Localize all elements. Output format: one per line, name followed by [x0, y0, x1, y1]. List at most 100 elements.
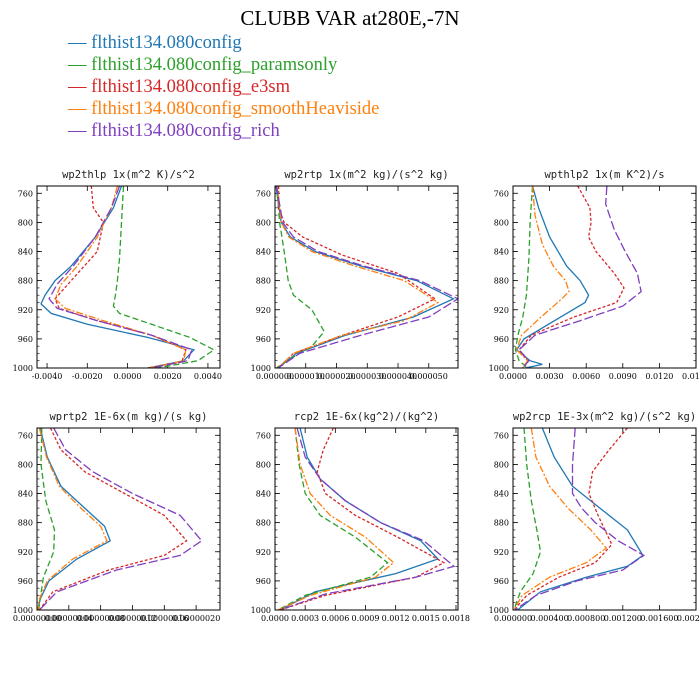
series-line	[276, 186, 440, 368]
y-tick-label: 1000	[13, 606, 33, 615]
y-tick-label: 880	[256, 519, 271, 528]
panel-title: rcp2 1E-6x(kg^2)/(kg^2)	[294, 411, 439, 423]
legend-item: — flthist134.080config_paramsonly	[68, 54, 379, 76]
series-line	[54, 186, 187, 368]
legend-dash-icon: —	[68, 33, 92, 53]
panel-title: wprtp2 1E-6x(m kg)/(s kg)	[49, 411, 207, 423]
x-tick-label: 0.001600	[640, 614, 678, 623]
series-line	[38, 428, 203, 610]
legend-label: flthist134.080config_e3sm	[91, 77, 290, 97]
panel-rcp2: rcp2 1E-6x(kg^2)/(kg^2) 760 800 840 880 920 96…	[251, 411, 470, 623]
panel-wprtp2: wprtp2 1E-6x(m kg)/(s kg) 760 800 840 880 920…	[13, 411, 221, 623]
x-tick-label: 0.0006	[321, 614, 349, 623]
y-tick-label: 840	[18, 490, 33, 499]
plot-frame	[274, 185, 459, 369]
panel-title: wp2rtp 1x(m^2 kg)/(s^2 kg)	[284, 169, 448, 181]
panel-wp2rcp: wp2rcp 1E-3x(m^2 kg)/(s^2 kg) 760 800 840 88…	[489, 411, 700, 623]
figure-title: CLUBB VAR at280E,-7N	[240, 6, 460, 30]
series-line	[513, 428, 608, 610]
y-tick-label: 800	[18, 460, 33, 469]
x-tick-label: 0.000400	[531, 614, 569, 623]
series-line	[48, 186, 193, 368]
x-tick-label: 0.000000	[256, 372, 294, 381]
y-tick-label: 760	[18, 431, 33, 440]
x-tick-label: 0.0120	[645, 372, 673, 381]
x-tick-label: 0.001200	[604, 614, 642, 623]
panel-title: wpthlp2 1x(m K^2)/s	[544, 169, 664, 181]
y-tick-label: 760	[256, 189, 271, 198]
y-tick-label: 960	[494, 577, 509, 586]
series-line	[276, 186, 325, 368]
x-tick-label: 0.0060	[572, 372, 600, 381]
x-tick-label: 0.0009	[351, 614, 379, 623]
y-tick-label: 840	[256, 490, 271, 499]
series-line	[515, 186, 570, 368]
x-tick-label: 0.000030	[348, 372, 386, 381]
y-tick-label: 840	[18, 248, 33, 257]
legend-label: flthist134.080config	[91, 33, 242, 53]
y-tick-label: 960	[256, 335, 271, 344]
y-tick-label: 920	[494, 306, 509, 315]
x-tick-label: 0.0003	[291, 614, 319, 623]
x-tick-label: 0.0000	[113, 372, 141, 381]
x-tick-label: 0.00000008	[76, 614, 124, 623]
y-tick-label: 880	[18, 277, 33, 286]
panel-title: wp2rcp 1E-3x(m^2 kg)/(s^2 kg)	[513, 411, 696, 423]
y-tick-label: 760	[18, 189, 33, 198]
panel-wpthlp2: wpthlp2 1x(m K^2)/s 760 800 840 880 920 960 100…	[489, 169, 700, 381]
plot-frame	[512, 427, 697, 611]
y-tick-label: 920	[18, 306, 33, 315]
x-tick-label: 0.000000	[494, 614, 532, 623]
x-tick-label: 0.0020	[154, 372, 182, 381]
x-tick-label: 0.0000	[499, 372, 527, 381]
x-tick-label: 0.0015	[412, 614, 440, 623]
y-tick-label: 1000	[13, 364, 33, 373]
series-line	[514, 186, 534, 368]
x-tick-label: 0.0012	[382, 614, 410, 623]
plot-frame	[512, 185, 697, 369]
x-tick-label: 0.000020	[317, 372, 355, 381]
y-tick-label: 760	[494, 431, 509, 440]
y-tick-label: 840	[494, 248, 509, 257]
legend-item: — flthist134.080config	[68, 32, 379, 54]
series-line	[54, 186, 187, 368]
y-tick-label: 800	[494, 218, 509, 227]
x-tick-label: -0.0020	[72, 372, 103, 381]
x-tick-label: 0.0090	[609, 372, 637, 381]
series-line	[275, 186, 455, 368]
x-tick-label: 0.000050	[410, 372, 448, 381]
y-tick-label: 920	[256, 548, 271, 557]
legend-dash-icon: —	[68, 55, 92, 75]
legend-label: flthist134.080config_paramsonly	[91, 55, 338, 75]
y-tick-label: 880	[494, 277, 509, 286]
series-line	[279, 428, 446, 610]
y-tick-label: 840	[494, 490, 509, 499]
y-tick-label: 800	[18, 218, 33, 227]
y-tick-label: 800	[256, 218, 271, 227]
y-tick-label: 1000	[489, 364, 509, 373]
series-line	[277, 186, 437, 368]
plot-frame	[36, 427, 221, 611]
series-line	[37, 428, 112, 610]
y-tick-label: 1000	[251, 606, 271, 615]
y-tick-label: 960	[256, 577, 271, 586]
y-tick-label: 960	[18, 335, 33, 344]
legend-dash-icon: —	[68, 121, 92, 141]
y-tick-label: 920	[18, 548, 33, 557]
series-line	[37, 428, 56, 610]
y-tick-label: 960	[494, 335, 509, 344]
y-tick-label: 800	[494, 460, 509, 469]
y-tick-label: 920	[256, 306, 271, 315]
x-tick-label: 0.00000016	[140, 614, 188, 623]
x-tick-label: 0.002000	[677, 614, 700, 623]
series-line	[112, 186, 216, 368]
legend: — flthist134.080config — flthist134.080c…	[68, 32, 379, 142]
series-line	[37, 428, 108, 610]
series-line	[277, 428, 389, 610]
legend-item: — flthist134.080config_rich	[68, 120, 379, 142]
series-line	[515, 186, 590, 368]
series-line	[513, 428, 542, 610]
panel-wp2thlp: wp2thlp 1x(m^2 K)/s^2 760 800 840 880 920 960 1…	[13, 169, 222, 381]
y-tick-label: 840	[256, 248, 271, 257]
